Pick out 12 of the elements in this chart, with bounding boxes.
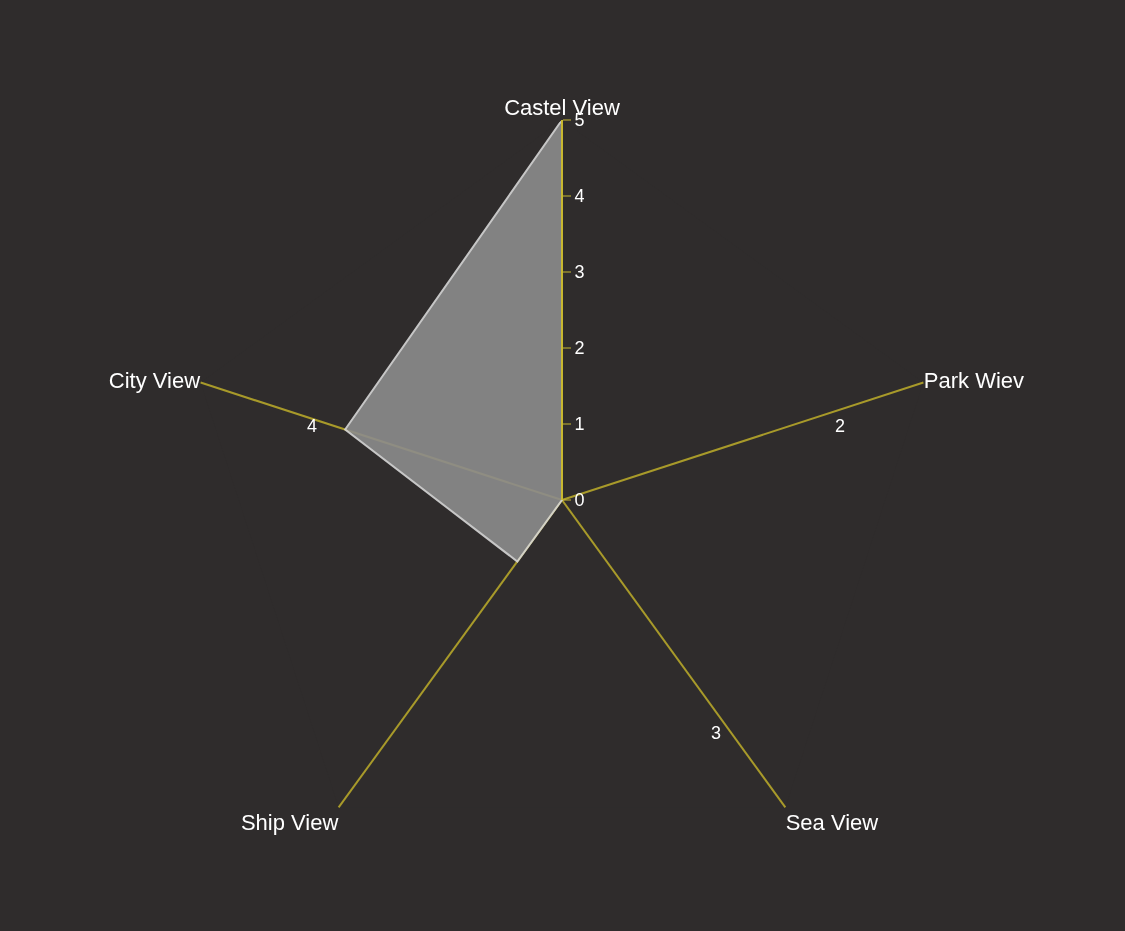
spoke-label: Sea View xyxy=(785,810,879,836)
text: 3 xyxy=(711,723,722,743)
y-tick-label: 2 xyxy=(574,337,585,358)
text: 4 xyxy=(307,416,318,436)
spoke-label: Park Wiev xyxy=(923,368,1025,394)
y-tick-label: 3 xyxy=(574,261,585,282)
text: 2 xyxy=(835,416,846,436)
y-tick-label: 1 xyxy=(574,413,585,434)
y-tick-label: 4 xyxy=(574,185,585,206)
spoke-label: Ship View xyxy=(240,810,339,836)
y-tick-label: 0 xyxy=(574,489,585,510)
spoke-label: City View xyxy=(108,368,201,394)
